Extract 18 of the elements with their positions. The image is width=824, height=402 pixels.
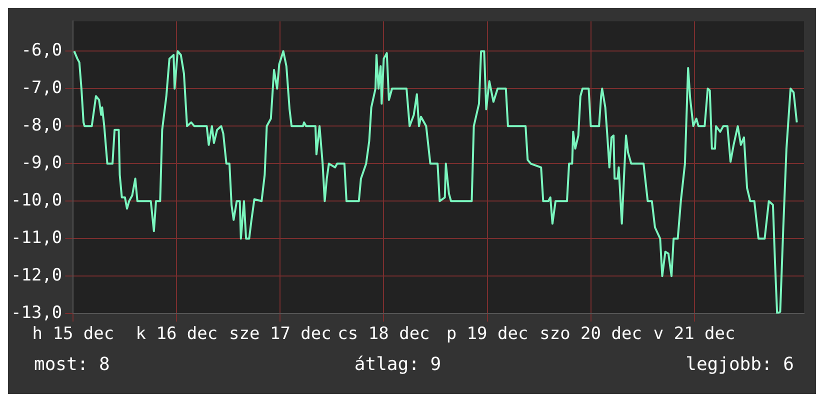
y-tick-label: -10,0 (10, 190, 62, 211)
text: legjobb: 6 (686, 354, 794, 375)
text: átlag: 9 (354, 354, 442, 375)
y-tick-label: -9,0 (21, 153, 62, 174)
text: most: 8 (34, 354, 110, 375)
x-tick-label: cs 18 dec (338, 324, 430, 344)
x-tick-label: h 15 dec (32, 324, 114, 344)
x-tick-label: p 19 dec (446, 324, 528, 344)
y-tick-label: -12,0 (10, 266, 62, 286)
x-tick-label: k 16 dec (136, 324, 218, 344)
y-tick-label: -13,0 (10, 303, 62, 324)
y-tick-label: -11,0 (10, 228, 62, 248)
y-tick-label: -7,0 (21, 78, 62, 98)
x-tick-label: szo 20 dec (540, 324, 642, 344)
x-tick-label: sze 17 dec (229, 324, 332, 344)
x-tick-label: v 21 dec (653, 324, 736, 344)
y-tick-label: -6,0 (21, 40, 62, 61)
y-tick-label: -8,0 (21, 116, 62, 136)
